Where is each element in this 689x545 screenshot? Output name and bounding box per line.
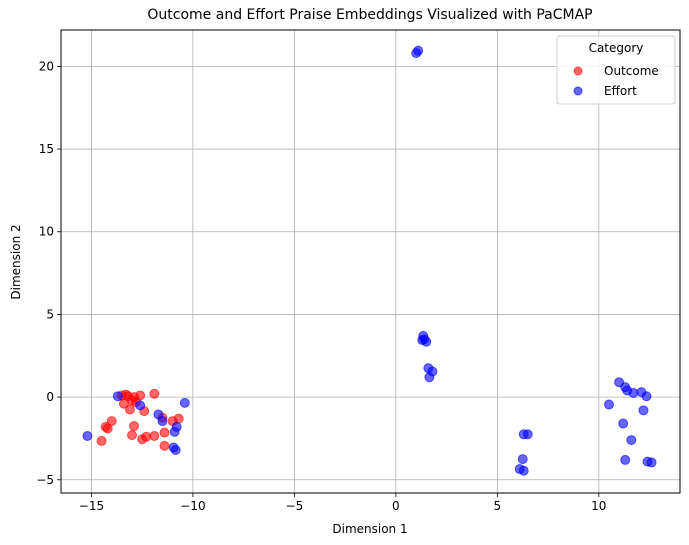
point-effort	[170, 445, 181, 456]
point-outcome	[102, 423, 113, 434]
point-outcome	[118, 398, 129, 409]
point-effort	[628, 387, 639, 398]
point-effort	[618, 418, 629, 429]
point-effort	[626, 435, 637, 446]
point-outcome	[125, 404, 136, 415]
legend-box	[556, 35, 676, 105]
point-outcome	[159, 440, 170, 451]
point-effort	[603, 399, 614, 410]
point-effort	[413, 45, 424, 56]
point-effort	[517, 454, 528, 465]
y-tick-label: −5	[36, 473, 54, 487]
legend-label-outcome: Outcome	[604, 64, 659, 78]
point-outcome	[149, 430, 160, 441]
axis-ticks: −15 −10 −5 0 5 10 −5 0 5 10 15 20	[36, 59, 606, 513]
point-effort	[620, 454, 631, 465]
chart-title: Outcome and Effort Praise Embeddings Vis…	[147, 7, 592, 23]
point-effort	[112, 391, 123, 402]
legend-label-effort: Effort	[604, 84, 637, 98]
point-outcome	[173, 413, 184, 424]
point-effort	[135, 400, 146, 411]
x-tick-label: −5	[286, 499, 304, 513]
point-effort	[638, 405, 649, 416]
point-outcome	[129, 421, 140, 432]
x-tick-label: 10	[591, 499, 606, 513]
point-effort	[424, 372, 435, 383]
grid	[61, 30, 680, 493]
legend-title: Category	[589, 41, 644, 55]
point-effort	[179, 397, 190, 408]
point-outcome	[106, 416, 117, 427]
point-effort	[169, 426, 180, 437]
legend: Category Outcome Effort	[556, 35, 676, 105]
x-tick-label: −15	[79, 499, 104, 513]
point-outcome	[96, 435, 107, 446]
y-tick-label: 0	[46, 390, 54, 404]
point-outcome	[159, 427, 170, 438]
x-tick-label: −10	[180, 499, 205, 513]
x-axis-title: Dimension 1	[332, 522, 407, 536]
point-effort	[518, 465, 529, 476]
x-tick-label: 0	[392, 499, 400, 513]
plot-frame	[60, 29, 681, 494]
point-effort	[641, 391, 652, 402]
y-tick-label: 5	[46, 307, 54, 321]
point-outcome	[127, 430, 138, 441]
point-outcome	[129, 392, 140, 403]
y-tick-label: 15	[39, 142, 54, 156]
point-outcome	[149, 388, 160, 399]
point-outcome	[141, 431, 152, 442]
point-effort	[522, 429, 533, 440]
y-tick-label: 10	[39, 225, 54, 239]
legend-marker-outcome	[573, 66, 583, 76]
point-effort	[646, 457, 657, 468]
point-effort	[417, 335, 428, 346]
point-effort	[82, 430, 93, 441]
legend-marker-effort	[573, 86, 583, 96]
y-tick-label: 20	[39, 59, 54, 73]
point-effort	[157, 416, 168, 427]
x-tick-label: 5	[494, 499, 502, 513]
y-axis-title: Dimension 2	[9, 224, 23, 299]
data-points	[82, 45, 657, 476]
